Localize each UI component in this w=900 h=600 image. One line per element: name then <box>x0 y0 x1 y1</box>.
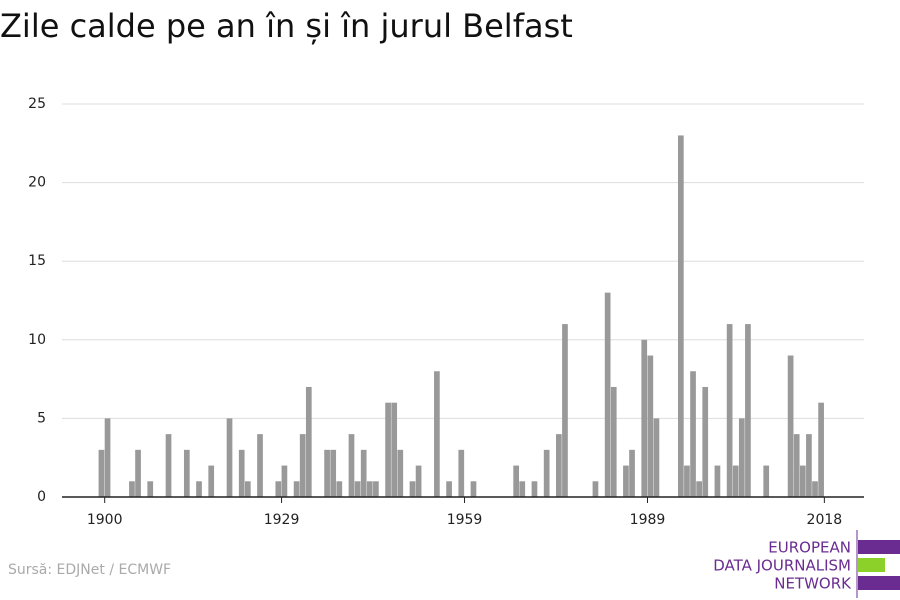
bar <box>415 465 422 497</box>
bar <box>446 481 452 497</box>
chart-title: Zile calde pe an în și în jurul Belfast <box>0 7 573 45</box>
bar <box>763 465 770 497</box>
bar <box>183 449 190 497</box>
bar <box>818 402 824 497</box>
bar <box>653 418 660 497</box>
y-tick-label: 25 <box>28 96 46 112</box>
bar <box>324 449 330 497</box>
bar <box>745 324 751 497</box>
bar <box>366 481 373 497</box>
bar <box>244 481 251 497</box>
bar <box>373 481 379 497</box>
bar <box>604 292 611 497</box>
bar <box>104 418 111 497</box>
x-tick-label: 1900 <box>87 512 123 528</box>
bar <box>562 324 568 497</box>
bar <box>391 402 398 497</box>
bar <box>543 449 550 497</box>
bar <box>513 465 520 497</box>
x-tick-label: 1959 <box>447 512 483 528</box>
logo-text: DATA JOURNALISM <box>713 557 851 575</box>
logo-bar <box>858 558 885 572</box>
bar <box>787 355 794 497</box>
bar <box>738 418 745 497</box>
bar <box>275 481 282 497</box>
bar <box>257 434 263 497</box>
bar <box>799 465 806 497</box>
bar <box>165 434 172 497</box>
bar <box>208 465 215 497</box>
bar <box>684 465 690 497</box>
y-tick-label: 0 <box>37 489 46 505</box>
bar <box>226 418 233 497</box>
bar <box>677 135 684 497</box>
y-tick-label: 5 <box>37 410 46 426</box>
bar <box>196 481 202 497</box>
bar <box>726 324 733 497</box>
y-tick-label: 20 <box>28 175 46 191</box>
bar <box>519 481 526 497</box>
bar <box>641 339 648 497</box>
bar <box>793 434 800 497</box>
bar <box>592 481 599 497</box>
bar <box>629 449 635 497</box>
y-tick-label: 10 <box>28 332 46 348</box>
bar <box>623 465 629 497</box>
y-tick-label: 15 <box>28 253 46 269</box>
bar <box>409 481 416 497</box>
bar <box>129 481 135 497</box>
bar <box>98 449 105 497</box>
logo-bar <box>858 540 900 554</box>
bar <box>360 449 367 497</box>
bar <box>690 371 696 497</box>
bar <box>806 434 812 497</box>
bar <box>385 402 391 497</box>
bar <box>299 434 306 497</box>
bar <box>458 449 465 497</box>
bar <box>281 465 288 497</box>
logo-text: EUROPEAN <box>768 539 851 557</box>
bar <box>812 481 818 497</box>
bar <box>610 386 617 497</box>
bar <box>702 386 709 497</box>
bar <box>147 481 154 497</box>
bar <box>135 449 141 497</box>
bar <box>696 481 702 497</box>
bar <box>531 481 538 497</box>
bar <box>330 449 337 497</box>
bar <box>336 481 343 497</box>
bar <box>354 481 361 497</box>
bar <box>348 434 355 497</box>
x-tick-label: 1989 <box>630 512 666 528</box>
bar <box>556 434 562 497</box>
bar <box>434 371 440 497</box>
logo-bar <box>858 576 900 590</box>
bar <box>647 355 654 497</box>
bar <box>305 386 312 497</box>
logo-text: NETWORK <box>774 575 852 593</box>
bar <box>293 481 300 497</box>
x-tick-label: 2018 <box>807 512 843 528</box>
x-tick-label: 1929 <box>264 512 300 528</box>
bar <box>732 465 739 497</box>
source: Sursă: EDJNet / ECMWF <box>8 562 171 578</box>
bar <box>470 481 477 497</box>
bar <box>397 449 404 497</box>
bar <box>714 465 721 497</box>
bar <box>238 449 245 497</box>
